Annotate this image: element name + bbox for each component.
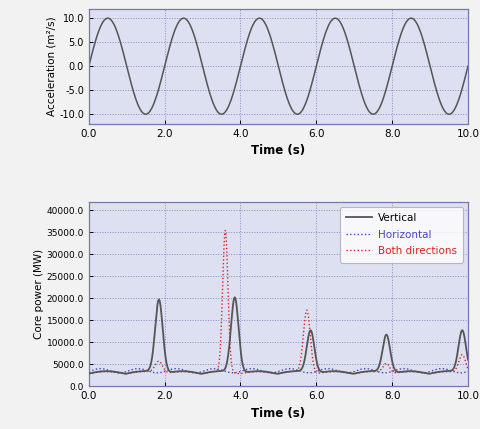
Both directions (369, 369, 375, 374)
Both directions (86, 371, 92, 376)
Both directions (465, 366, 471, 372)
Vertical (232, 295, 238, 300)
Line: Horizontal: Horizontal (89, 369, 468, 373)
Y-axis label: Core power (MW): Core power (MW) (34, 249, 44, 339)
Both directions (398, 370, 404, 375)
Both directions (333, 369, 338, 374)
X-axis label: Time (s): Time (s) (252, 144, 305, 157)
Horizontal (86, 369, 92, 374)
Vertical (155, 300, 161, 305)
Horizontal (398, 366, 404, 372)
Line: Vertical: Vertical (89, 297, 468, 374)
Both directions (122, 371, 128, 376)
Horizontal (465, 369, 471, 374)
Both directions (313, 370, 319, 375)
Horizontal (313, 369, 319, 374)
Vertical (122, 371, 128, 376)
Horizontal (231, 370, 237, 375)
Both directions (155, 359, 161, 364)
Both directions (222, 228, 228, 233)
Horizontal (230, 370, 236, 375)
Vertical (465, 357, 471, 363)
Vertical (231, 297, 237, 302)
X-axis label: Time (s): Time (s) (252, 407, 305, 420)
Horizontal (155, 370, 160, 375)
Vertical (313, 357, 319, 363)
Vertical (398, 369, 404, 375)
Both directions (231, 369, 237, 375)
Legend: Vertical, Horizontal, Both directions: Vertical, Horizontal, Both directions (340, 207, 463, 263)
Horizontal (211, 366, 217, 371)
Vertical (369, 369, 375, 374)
Y-axis label: Acceleration (m²/s): Acceleration (m²/s) (46, 16, 56, 116)
Vertical (333, 369, 338, 374)
Vertical (86, 371, 92, 376)
Horizontal (333, 368, 338, 373)
Horizontal (369, 367, 375, 372)
Line: Both directions: Both directions (89, 230, 468, 374)
